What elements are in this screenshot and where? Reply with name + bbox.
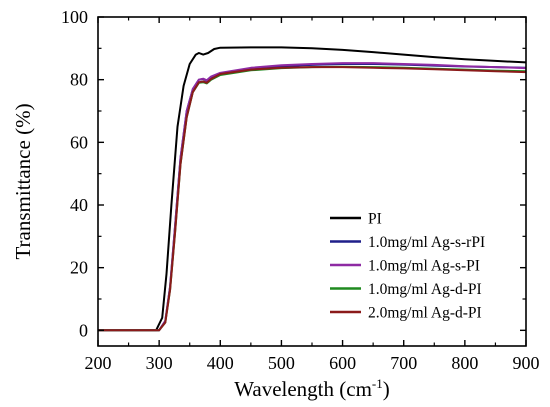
x-tick-label: 300 xyxy=(146,353,173,373)
x-tick-label: 600 xyxy=(329,353,356,373)
y-tick-label: 0 xyxy=(79,320,88,340)
x-tick-label: 200 xyxy=(85,353,112,373)
legend-label: 1.0mg/ml Ag-d-PI xyxy=(368,281,482,298)
y-tick-label: 40 xyxy=(70,195,88,215)
plot-lines xyxy=(98,46,527,332)
y-tick-label: 20 xyxy=(70,258,88,278)
x-tick-label: 500 xyxy=(268,353,295,373)
x-tick-label: 800 xyxy=(451,353,478,373)
y-axis-title: Transmittance (%) xyxy=(11,103,35,259)
y-tick-label: 60 xyxy=(70,132,88,152)
legend: PI 1.0mg/ml Ag-s-rPI 1.0mg/ml Ag-s-PI 1.0mg… xyxy=(330,211,485,322)
axis-ticks xyxy=(97,16,527,346)
tick-labels: 200 300 400 500 600 700 800 900 0 20 40 60 80 100 xyxy=(61,7,540,373)
legend-label: 1.0mg/ml Ag-s-rPI xyxy=(368,234,485,251)
legend-label: PI xyxy=(368,211,382,228)
x-axis-title: Wavelength (cm-1) xyxy=(234,376,390,401)
x-tick-label: 400 xyxy=(207,353,234,373)
y-tick-label: 80 xyxy=(70,70,88,90)
series-line xyxy=(98,46,527,332)
x-tick-label: 700 xyxy=(390,353,417,373)
series-line xyxy=(98,66,527,332)
y-tick-label: 100 xyxy=(61,7,88,27)
legend-label: 1.0mg/ml Ag-s-PI xyxy=(368,258,480,275)
legend-label: 2.0mg/ml Ag-d-PI xyxy=(368,305,482,322)
x-tick-label: 900 xyxy=(513,353,540,373)
